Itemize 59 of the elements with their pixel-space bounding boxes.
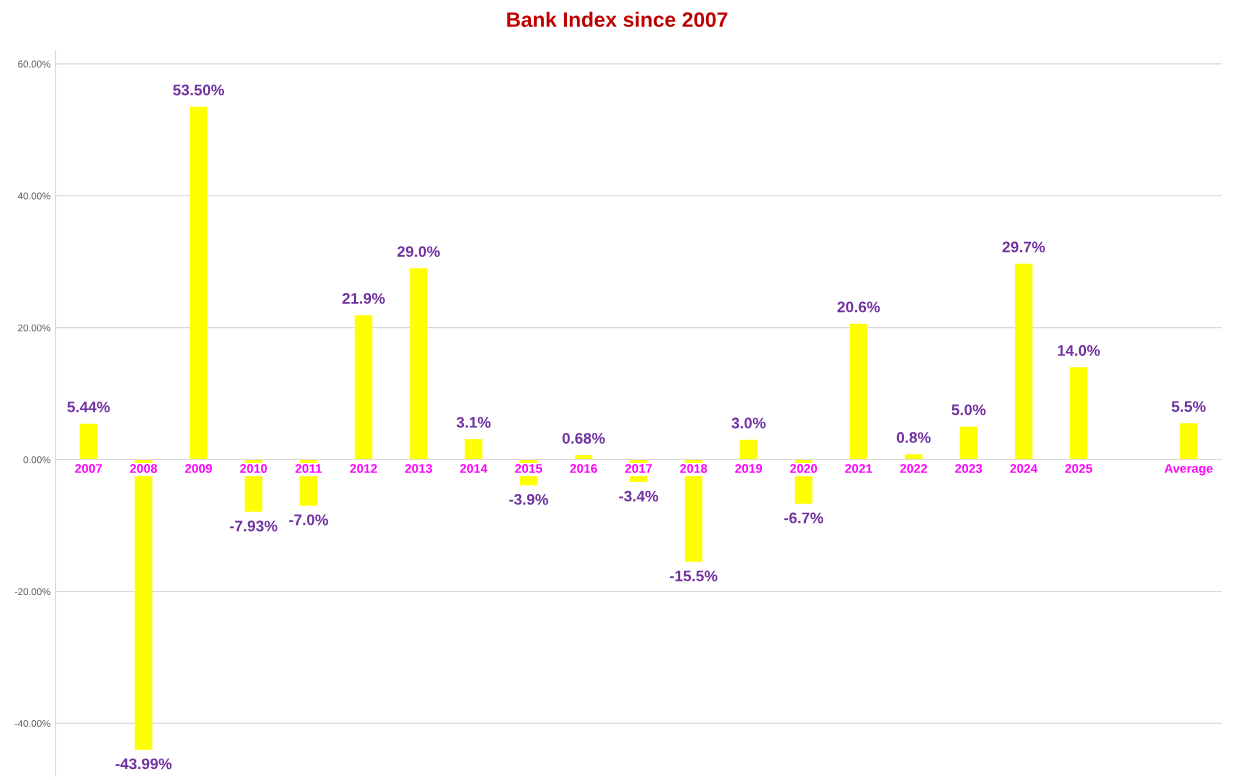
x-tick-label: 2017: [625, 464, 652, 473]
x-tick-label: 2013: [405, 464, 433, 473]
bar: [849, 323, 868, 460]
bar: [739, 439, 758, 460]
data-label: 14.0%: [1057, 345, 1100, 356]
x-tick-label: 2019: [735, 464, 763, 473]
y-tick-label: -20.00%: [14, 588, 51, 596]
data-label: 53.50%: [173, 84, 225, 96]
x-tick-label: Average: [1164, 464, 1213, 476]
bar: [354, 315, 373, 460]
data-label: 29.7%: [1002, 241, 1045, 253]
x-tick-label: 2024: [1010, 464, 1038, 473]
x-tick-label: 2009: [185, 464, 212, 473]
bar: [464, 439, 483, 460]
y-tick-label: 40.00%: [17, 192, 51, 200]
x-tick-label: 2015: [515, 464, 543, 473]
x-tick-label: 2012: [350, 464, 377, 473]
x-tick-label: 2016: [570, 464, 598, 473]
data-label: 5.5%: [1171, 401, 1206, 412]
x-tick-label: 2011: [295, 464, 322, 473]
x-tick-label: 2021: [845, 464, 873, 473]
bar: [1069, 367, 1088, 460]
data-label: 29.0%: [397, 246, 440, 257]
chart-title: Bank Index since 2007: [507, 11, 728, 27]
bar: [1179, 423, 1198, 460]
y-tick-label: 0.00%: [23, 456, 51, 464]
data-label: 20.6%: [837, 301, 880, 313]
y-tick-label: 20.00%: [18, 324, 51, 332]
data-label: -6.7%: [784, 512, 824, 524]
y-tick-label: 60.00%: [18, 60, 51, 68]
data-label: -3.4%: [619, 490, 659, 502]
bar: [189, 106, 208, 460]
data-label: 3.0%: [731, 417, 766, 429]
data-label: -7.0%: [289, 514, 329, 526]
x-tick-label: 2025: [1065, 464, 1093, 473]
x-tick-label: 2023: [955, 464, 983, 473]
bar: [409, 268, 428, 460]
data-label: 0.8%: [896, 432, 931, 443]
data-label: 5.0%: [951, 404, 986, 416]
bar: [904, 454, 923, 460]
data-label: -15.5%: [670, 570, 718, 582]
x-tick-label: 2008: [130, 464, 158, 473]
data-label: 3.1%: [456, 416, 491, 428]
x-tick-label: 2014: [460, 464, 488, 473]
data-label: -3.9%: [509, 494, 549, 505]
data-label: 5.44%: [67, 401, 110, 413]
x-tick-label: 2010: [240, 464, 267, 473]
bar: [79, 423, 98, 460]
data-label: -43.99%: [115, 758, 172, 770]
y-tick-label: -40.00%: [14, 720, 51, 727]
bar: [1014, 263, 1033, 460]
data-label: 0.68%: [562, 432, 605, 444]
data-label: 21.9%: [342, 292, 385, 304]
x-tick-label: 2007: [75, 464, 102, 473]
x-tick-label: 2018: [680, 464, 708, 473]
bar: [959, 426, 978, 460]
data-label: -7.93%: [229, 520, 278, 532]
x-tick-label: 2022: [900, 464, 928, 473]
x-tick-label: 2020: [790, 464, 818, 473]
